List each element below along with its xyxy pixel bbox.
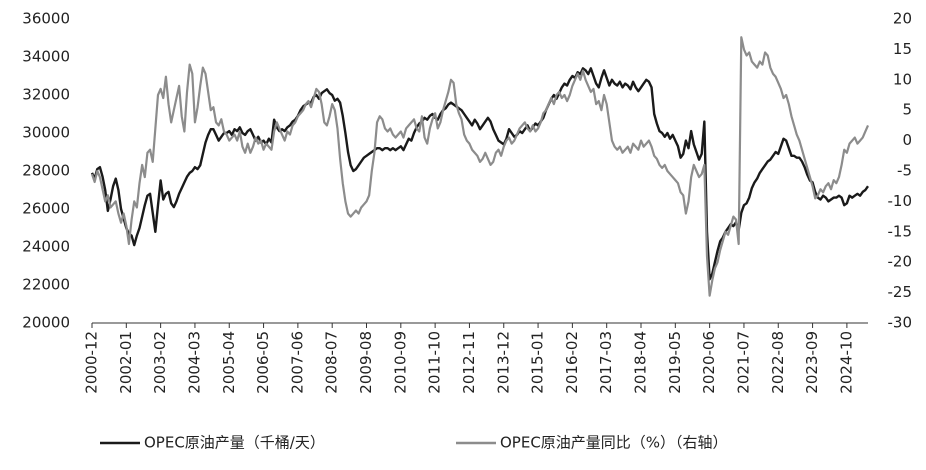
x-tick-label: 2012-11 [460, 331, 478, 394]
x-tick-label: 2007-06 [288, 331, 306, 394]
x-tick-label: 2018-04 [632, 331, 650, 394]
y-tick-label: 20000 [22, 314, 70, 332]
x-tick-label: 2002-01 [117, 331, 135, 394]
y2-tick-label: -20 [888, 253, 913, 271]
y-tick-label: 26000 [22, 200, 70, 218]
x-tick-label: 2017-03 [597, 331, 615, 394]
legend-label: OPEC原油产量（千桶/天） [144, 434, 325, 452]
y2-tick-label: 15 [893, 40, 912, 58]
x-tick-label: 2003-02 [151, 331, 169, 394]
x-tick-label: 2024-10 [837, 331, 855, 394]
x-tick-label: 2000-12 [83, 331, 101, 394]
y2-tick-label: -10 [888, 192, 913, 210]
x-tick-label: 2023-09 [803, 331, 821, 394]
x-tick-label: 2008-07 [323, 331, 341, 394]
x-tick-label: 2021-07 [734, 331, 752, 394]
x-tick-label: 2016-02 [563, 331, 581, 394]
y-tick-label: 30000 [22, 124, 70, 142]
x-tick-label: 2022-08 [769, 331, 787, 394]
y-tick-label: 28000 [22, 162, 70, 180]
x-tick-label: 2015-01 [529, 331, 547, 394]
x-tick-label: 2009-08 [357, 331, 375, 394]
y-tick-label: 24000 [22, 238, 70, 256]
y2-tick-label: 10 [893, 70, 912, 88]
x-tick-label: 2006-05 [254, 331, 272, 394]
x-tick-label: 2011-10 [426, 331, 444, 394]
x-tick-label: 2013-12 [494, 331, 512, 394]
x-tick-label: 2010-09 [391, 331, 409, 394]
y2-tick-label: -5 [897, 162, 912, 180]
series-line [90, 36, 870, 297]
y-tick-label: 32000 [22, 86, 70, 104]
y2-tick-label: 5 [902, 101, 912, 119]
y2-tick-label: -15 [888, 222, 913, 240]
y2-tick-label: -25 [888, 283, 913, 301]
y-tick-label: 22000 [22, 276, 70, 294]
y2-tick-label: -30 [888, 314, 913, 332]
y2-tick-label: 0 [902, 131, 912, 149]
legend-label: OPEC原油产量同比（%）（右轴） [500, 434, 728, 452]
x-tick-label: 2004-03 [185, 331, 203, 394]
x-tick-label: 2020-06 [700, 331, 718, 394]
x-tick-label: 2019-05 [666, 331, 684, 394]
x-tick-label: 2005-04 [220, 331, 238, 394]
y2-tick-label: 20 [893, 10, 912, 28]
y-tick-label: 36000 [22, 10, 70, 28]
y-tick-label: 34000 [22, 48, 70, 66]
